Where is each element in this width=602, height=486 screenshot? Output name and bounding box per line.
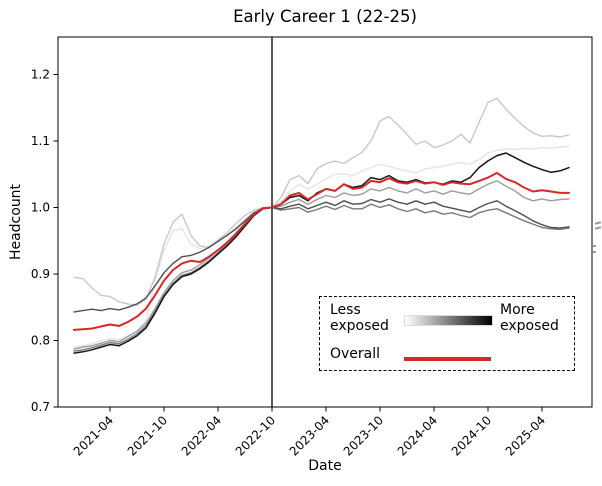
x-axis-label: Date (308, 458, 342, 474)
x-tick-label: 2021-04 (71, 413, 116, 458)
y-tick-label: 0.9 (31, 267, 50, 281)
series-exposure-quantile-2 (73, 97, 570, 306)
y-tick-label: 1.2 (31, 68, 50, 82)
series-exposure-quantile-5 (73, 198, 570, 313)
x-tick-label: 2025-04 (503, 413, 548, 458)
series-overall (73, 171, 570, 331)
plot-border (57, 36, 593, 408)
series-exposure-quantile-4 (73, 203, 570, 352)
legend-overall-label: Overall (330, 346, 381, 362)
legend-less-exposed-label: Less exposed (330, 302, 389, 335)
x-tick-label: 2023-10 (341, 413, 386, 458)
legend-more-exposed-label: More exposed (500, 302, 559, 335)
legend: Less exposed More exposed Overall (319, 296, 575, 371)
x-tick-label: 2022-04 (179, 413, 224, 458)
y-tick-label: 0.8 (31, 334, 50, 348)
exposure-gradient-swatch (404, 315, 493, 326)
legend-overall-line-swatch (404, 357, 491, 361)
series-exposure-quantile-3 (73, 180, 570, 350)
x-tick-label: 2021-10 (125, 413, 170, 458)
x-tick-label: 2023-04 (287, 413, 332, 458)
x-tick-label: 2024-04 (395, 413, 440, 458)
cropped-adjacent-panel-artifact (593, 245, 596, 247)
x-tick-label: 2022-10 (233, 413, 278, 458)
y-tick-label: 1.0 (31, 201, 50, 215)
y-tick-label: 0.7 (31, 400, 50, 414)
series-exposure-quantile-1-least-exposed (73, 145, 570, 348)
x-tick-label: 2024-10 (449, 413, 494, 458)
y-tick-label: 1.1 (31, 134, 50, 148)
cropped-adjacent-panel-artifact (593, 251, 596, 253)
chart-title: Early Career 1 (22-25) (233, 7, 417, 26)
